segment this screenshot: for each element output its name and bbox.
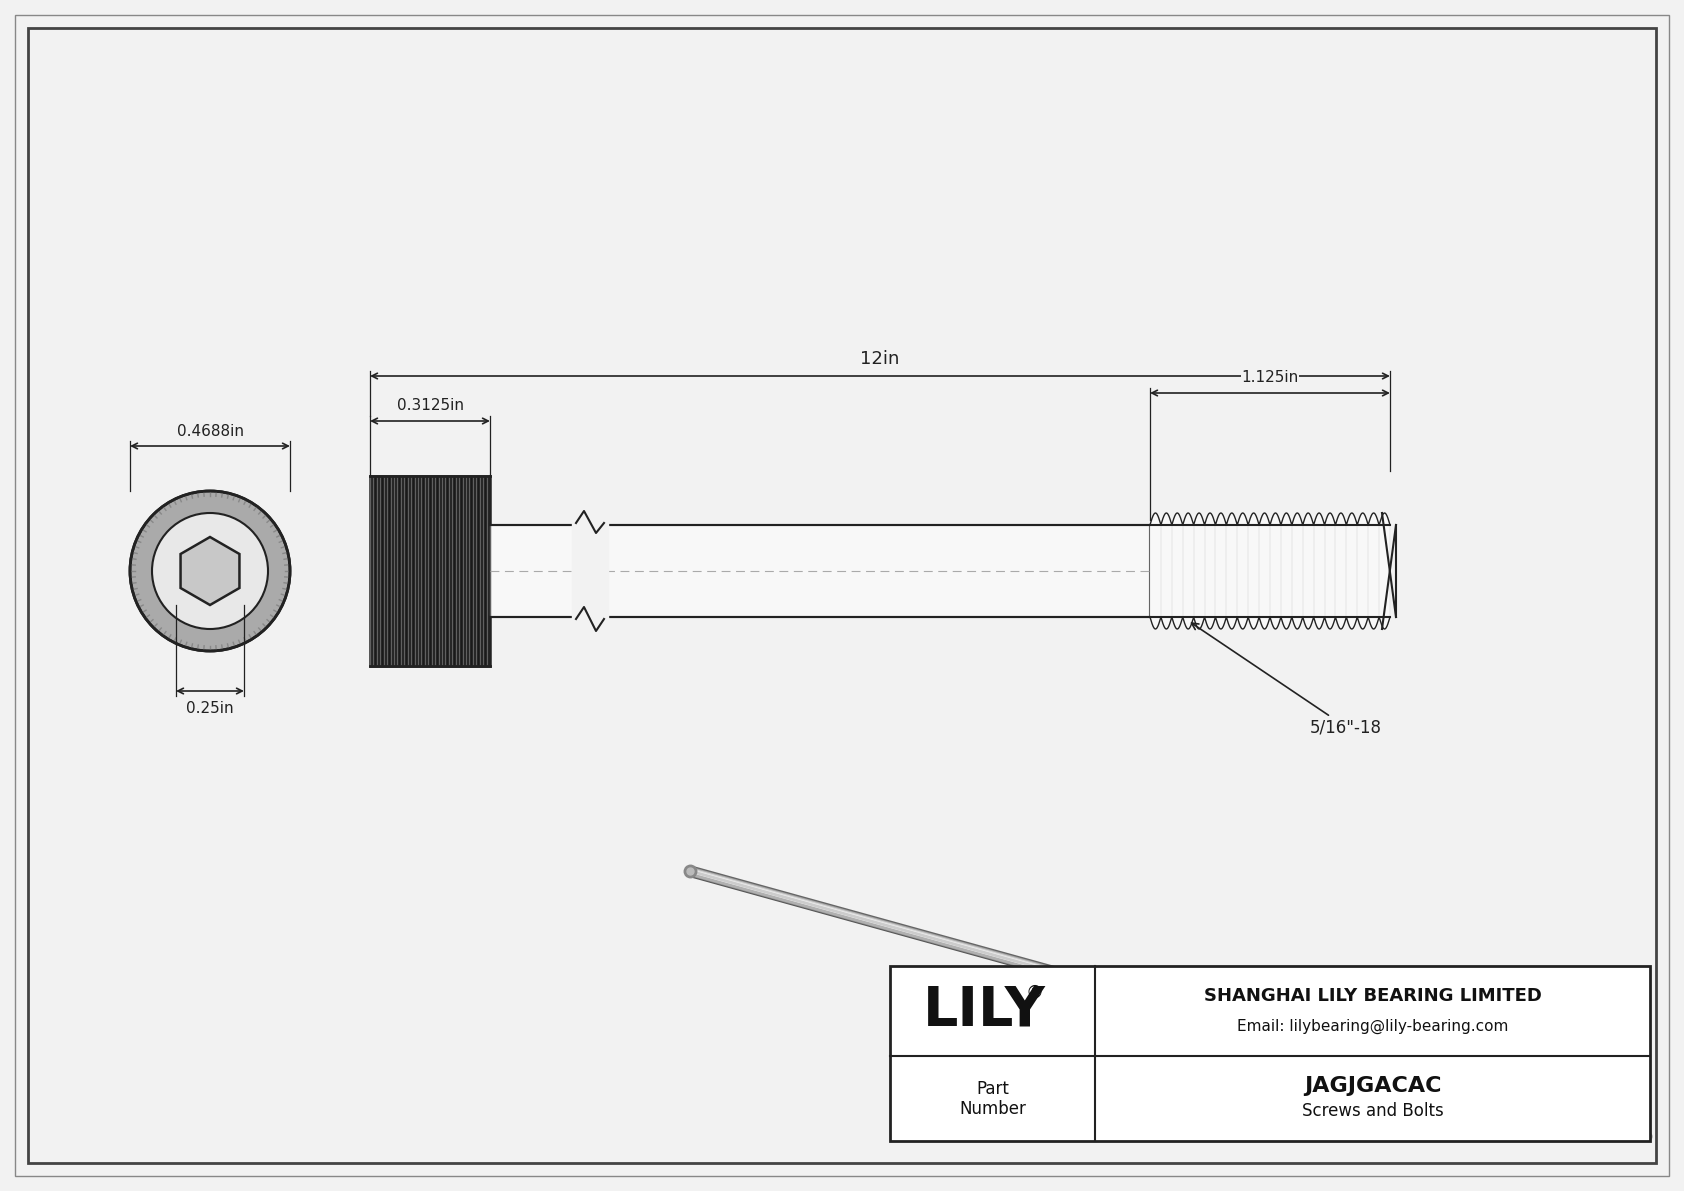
Bar <box>891 966 1650 1141</box>
Text: 12in: 12in <box>861 350 899 368</box>
Text: Email: lilybearing@lily-bearing.com: Email: lilybearing@lily-bearing.com <box>1236 1018 1509 1034</box>
Text: Number: Number <box>960 1099 1026 1117</box>
Text: Screws and Bolts: Screws and Bolts <box>1302 1102 1443 1120</box>
Text: SHANGHAI LILY BEARING LIMITED: SHANGHAI LILY BEARING LIMITED <box>1204 987 1541 1005</box>
Circle shape <box>130 491 290 651</box>
Text: Part: Part <box>977 1079 1009 1097</box>
Circle shape <box>152 513 268 629</box>
Bar <box>490 525 1150 617</box>
Text: LILY: LILY <box>923 984 1046 1039</box>
Text: 0.3125in: 0.3125in <box>396 398 463 413</box>
Text: 0.4688in: 0.4688in <box>177 424 244 439</box>
Text: 1.125in: 1.125in <box>1241 370 1298 385</box>
Text: 0.25in: 0.25in <box>187 701 234 716</box>
Text: 5/16"-18: 5/16"-18 <box>1192 623 1383 736</box>
Polygon shape <box>180 537 239 605</box>
Text: JAGJGACAC: JAGJGACAC <box>1303 1077 1442 1097</box>
Text: ®: ® <box>1026 984 1044 1002</box>
Bar <box>370 476 490 666</box>
